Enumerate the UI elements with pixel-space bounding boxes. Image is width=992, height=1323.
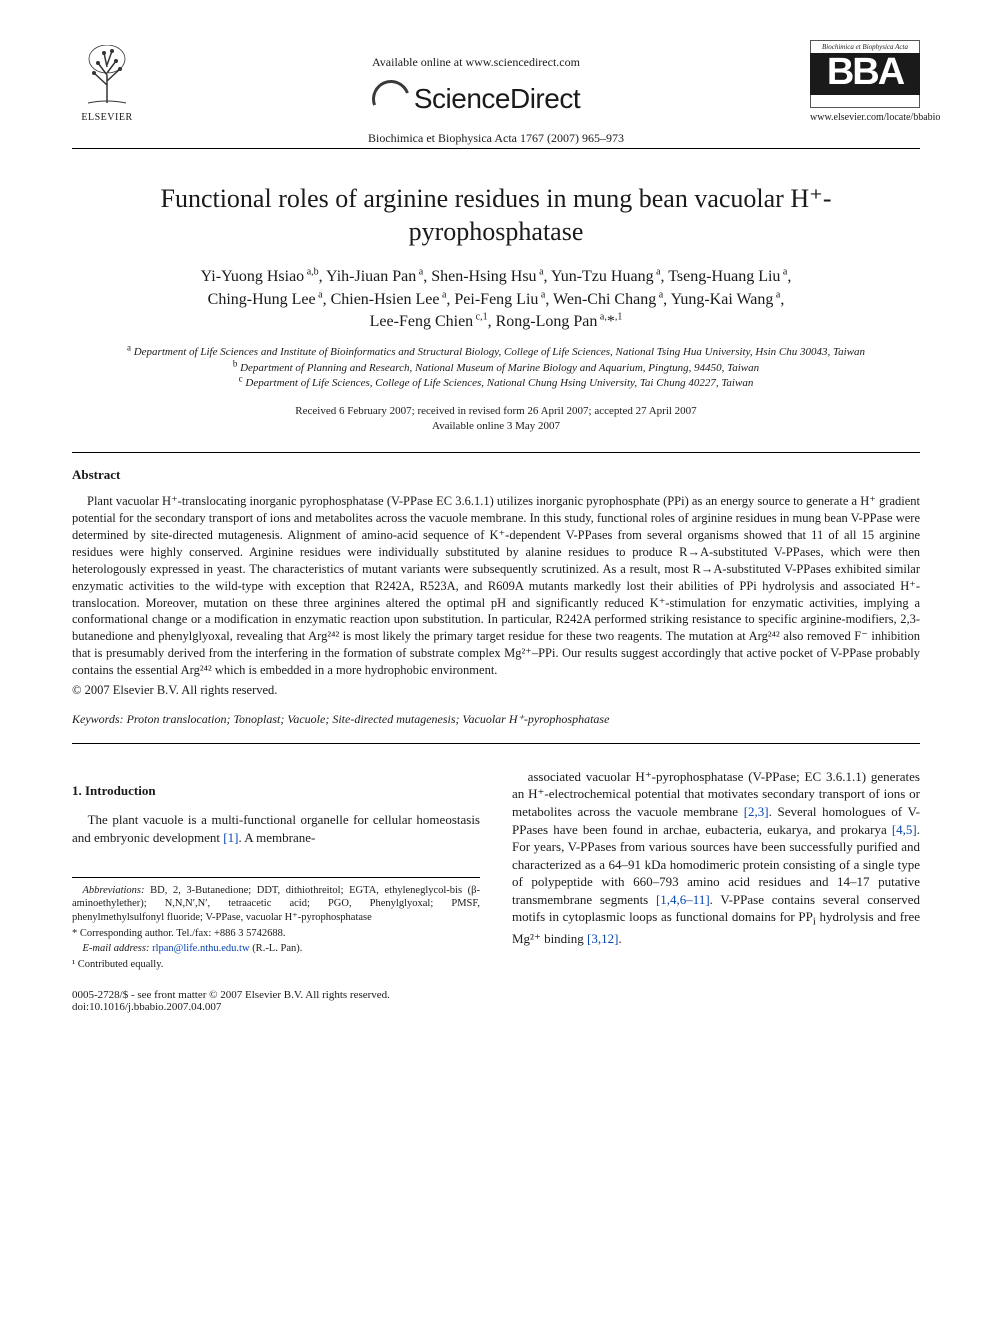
journal-reference: Biochimica et Biophysica Acta 1767 (2007…: [72, 131, 920, 146]
abstract-copyright: © 2007 Elsevier B.V. All rights reserved…: [72, 683, 920, 698]
sciencedirect-logo: ScienceDirect: [372, 80, 580, 118]
article-dates: Received 6 February 2007; received in re…: [72, 404, 920, 435]
keywords-text: Proton translocation; Tonoplast; Vacuole…: [127, 712, 610, 726]
affiliation-c: c Department of Life Sciences, College o…: [92, 376, 900, 391]
cite-2-3[interactable]: [2,3]: [744, 804, 769, 819]
page-footer: 0005-2728/$ - see front matter © 2007 El…: [72, 989, 920, 1013]
footer-left: 0005-2728/$ - see front matter © 2007 El…: [72, 989, 390, 1013]
elsevier-logo: ELSEVIER: [72, 45, 142, 123]
email-link[interactable]: rlpan@life.nthu.edu.tw: [152, 943, 249, 954]
cite-4-5[interactable]: [4,5]: [892, 822, 917, 837]
bba-subtitle: [810, 95, 920, 108]
cite-1-4-6-11[interactable]: [1,4,6–11]: [656, 892, 710, 907]
header-center: Available online at www.sciencedirect.co…: [142, 55, 810, 123]
corresponding-author: * Corresponding author. Tel./fax: +886 3…: [72, 927, 480, 941]
cite-3-12[interactable]: [3,12]: [587, 931, 618, 946]
bba-url: www.elsevier.com/locate/bbabio: [810, 112, 920, 123]
article-title: Functional roles of arginine residues in…: [112, 183, 880, 248]
dates-online: Available online 3 May 2007: [72, 419, 920, 434]
right-column: associated vacuolar H⁺-pyrophosphatase (…: [512, 768, 920, 973]
pre-abstract-rule: [72, 452, 920, 453]
email-line: E-mail address: rlpan@life.nthu.edu.tw (…: [72, 942, 480, 956]
authors-line-2: Ching-Hung Lee a, Chien-Hsien Lee a, Pei…: [208, 291, 785, 308]
keywords-label: Keywords:: [72, 712, 124, 726]
footer-issn: 0005-2728/$ - see front matter © 2007 El…: [72, 989, 390, 1001]
abstract-text: Plant vacuolar H⁺-translocating inorgani…: [72, 493, 920, 679]
post-abstract-rule: [72, 743, 920, 744]
affiliations: a Department of Life Sciences and Instit…: [92, 345, 900, 391]
cite-1[interactable]: [1]: [223, 830, 238, 845]
intro-col1-text: The plant vacuole is a multi-functional …: [72, 811, 480, 846]
page-header: ELSEVIER Available online at www.science…: [72, 40, 920, 123]
abbreviations: Abbreviations: BD, 2, 3-Butanedione; DDT…: [72, 884, 480, 925]
dates-received: Received 6 February 2007; received in re…: [72, 404, 920, 419]
section-1-heading: 1. Introduction: [72, 782, 480, 800]
authors: Yi-Yuong Hsiao a,b, Yih-Jiuan Pan a, She…: [82, 266, 910, 333]
authors-line-1: Yi-Yuong Hsiao a,b, Yih-Jiuan Pan a, She…: [201, 268, 792, 285]
keywords: Keywords: Proton translocation; Tonoplas…: [72, 712, 920, 727]
intro-col2-text: associated vacuolar H⁺-pyrophosphatase (…: [512, 768, 920, 947]
available-online-text: Available online at www.sciencedirect.co…: [152, 55, 800, 70]
footer-doi: doi:10.1016/j.bbabio.2007.04.007: [72, 1001, 390, 1013]
affiliation-a: a Department of Life Sciences and Instit…: [92, 345, 900, 360]
abstract-body: Plant vacuolar H⁺-translocating inorgani…: [72, 493, 920, 679]
elsevier-label: ELSEVIER: [72, 112, 142, 123]
body-columns: 1. Introduction The plant vacuole is a m…: [72, 768, 920, 973]
sciencedirect-label: ScienceDirect: [414, 83, 580, 115]
abstract-heading: Abstract: [72, 467, 920, 483]
sciencedirect-swoosh-icon: [366, 74, 416, 124]
authors-line-3: Lee-Feng Chien c,1, Rong-Long Pan a,*,1: [370, 313, 623, 330]
bba-journal-logo: Biochimica et Biophysica Acta BBA www.el…: [810, 40, 920, 123]
header-rule: [72, 148, 920, 149]
elsevier-tree-icon: [80, 45, 134, 105]
bba-acronym: BBA: [810, 53, 920, 95]
left-column: 1. Introduction The plant vacuole is a m…: [72, 768, 480, 973]
footnotes: Abbreviations: BD, 2, 3-Butanedione; DDT…: [72, 877, 480, 972]
contributed-equally: ¹ Contributed equally.: [72, 958, 480, 972]
affiliation-b: b Department of Planning and Research, N…: [92, 361, 900, 376]
